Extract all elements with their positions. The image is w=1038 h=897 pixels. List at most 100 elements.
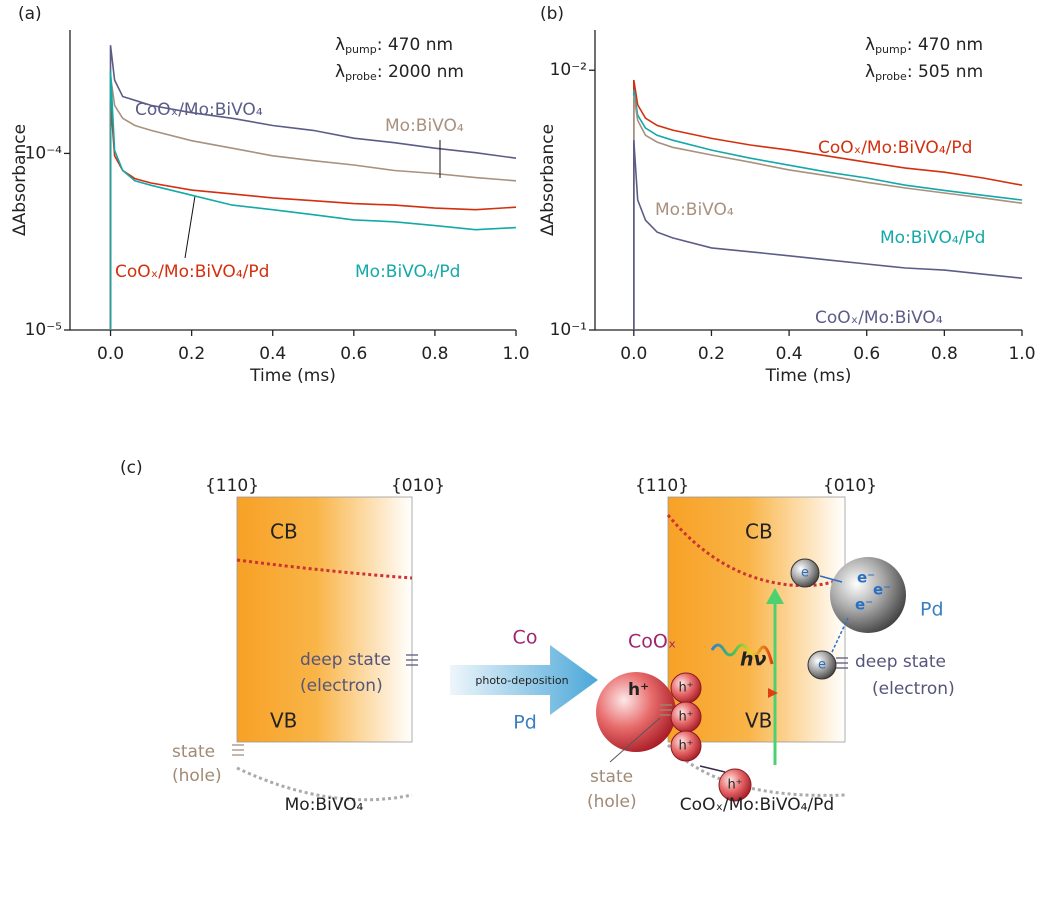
y-tick-label: 10⁻² <box>550 60 587 80</box>
state-label: (electron) <box>300 676 383 696</box>
caption: Mo:BiVO₄ <box>285 795 364 815</box>
diagram: (c) {110} {010} CB VB deep state (electr… <box>120 458 955 815</box>
series-line <box>109 75 517 330</box>
x-tick-label: 0.2 <box>178 344 205 364</box>
x-tick-label: 0.8 <box>421 344 448 364</box>
state-levels <box>660 704 672 716</box>
annotation-symbol: λ <box>865 35 875 55</box>
hole-label: h⁺ <box>727 778 742 793</box>
charts: (a) 0.0 0.2 0.4 0.6 0.8 1.0 10⁻⁴ 10⁻⁵ Time (ms) ΔA… <box>10 4 1036 386</box>
x-tick-label: 1.0 <box>1008 344 1035 364</box>
arrow-head <box>768 688 778 698</box>
x-axis-label: Time (ms) <box>249 366 336 386</box>
annotation-symbol: λ <box>335 35 345 55</box>
panel-label: (c) <box>120 458 143 478</box>
series-label: Mo:BiVO₄/Pd <box>880 228 985 248</box>
label-arrow <box>184 195 196 259</box>
x-tick-label: 0.4 <box>259 344 286 364</box>
cb-edge <box>666 514 846 587</box>
holes: h⁺ h⁺ h⁺ h⁺ <box>670 672 752 802</box>
series-line <box>632 89 1023 330</box>
electron-label: e⁻ <box>857 569 875 587</box>
state-levels <box>406 654 418 666</box>
annotation-text: : 2000 nm <box>377 62 464 82</box>
arrow-label: Co <box>513 627 538 649</box>
y-tick-label: 10⁻¹ <box>550 320 587 340</box>
arrow-label: Pd <box>513 712 537 734</box>
series-line <box>109 70 517 330</box>
series-label: Mo:BiVO₄/Pd <box>355 262 460 282</box>
electron-label: e⁻ <box>873 581 891 599</box>
caption: CoOₓ/Mo:BiVO₄/Pd <box>680 795 834 815</box>
hole-label: h⁺ <box>678 739 693 754</box>
x-axis-label: Time (ms) <box>765 366 852 386</box>
cb-edge <box>236 558 413 580</box>
annotation: λpump: 470 nm <box>335 35 453 56</box>
panel-label: (b) <box>540 4 564 24</box>
annotation-sub: probe <box>875 70 907 83</box>
state-label: state <box>590 767 633 787</box>
hole-label: h⁺ <box>678 681 693 696</box>
coox-particle <box>596 672 676 752</box>
x-tick-label: 0.4 <box>776 344 803 364</box>
metal-label: Pd <box>920 599 944 621</box>
facet-label: {110} <box>205 476 259 496</box>
process-arrow <box>450 645 598 715</box>
series-label: CoOₓ/Mo:BiVO₄/Pd <box>115 262 269 282</box>
band-label: CB <box>270 520 298 544</box>
state-levels <box>836 657 848 669</box>
transfer-arrow <box>819 575 843 583</box>
facet-label: {010} <box>391 476 445 496</box>
hole-label: h⁺ <box>628 680 649 700</box>
series-label: Mo:BiVO₄ <box>655 200 734 220</box>
x-tick-label: 0.0 <box>97 344 124 364</box>
electron-label: e <box>801 566 809 581</box>
hole <box>718 768 752 802</box>
x-tick-label: 1.0 <box>502 344 529 364</box>
annotation: λprobe: 2000 nm <box>335 62 464 83</box>
series-line <box>632 140 1023 330</box>
pd-particle <box>830 557 906 633</box>
series-line <box>632 79 1023 330</box>
annotation: λpump: 470 nm <box>865 35 983 56</box>
annotation-sub: pump <box>875 43 907 56</box>
state-label: deep state <box>300 650 391 670</box>
series-label: Mo:BiVO₄ <box>385 116 464 136</box>
annotation-text: : 470 nm <box>907 35 983 55</box>
annotation-sub: pump <box>345 43 377 56</box>
panel-label: (a) <box>18 4 42 24</box>
transfer-arrow <box>831 617 849 653</box>
hole <box>670 730 702 762</box>
hole-label: h⁺ <box>678 710 693 725</box>
x-tick-label: 0.2 <box>698 344 725 364</box>
electron-label: e⁻ <box>855 596 873 614</box>
annotation-text: : 505 nm <box>907 62 983 82</box>
series-label: CoOₓ/Mo:BiVO₄ <box>135 100 263 120</box>
x-tick-label: 0.6 <box>853 344 880 364</box>
x-tick-label: 0.6 <box>340 344 367 364</box>
state-label: (hole) <box>172 766 222 786</box>
annotation-symbol: λ <box>865 62 875 82</box>
electron <box>790 558 820 588</box>
slab <box>667 496 846 743</box>
band-label: CB <box>745 520 773 544</box>
slab <box>236 496 413 743</box>
band-label: VB <box>745 709 772 733</box>
cocatalyst-label: CoOₓ <box>628 631 676 653</box>
photon-label: hν <box>740 649 767 671</box>
y-tick-label: 10⁻⁴ <box>25 143 63 163</box>
annotation-sub: probe <box>345 70 377 83</box>
series-label: CoOₓ/Mo:BiVO₄ <box>815 308 943 328</box>
series-line <box>109 100 517 330</box>
transfer-arrow <box>699 765 726 773</box>
state-label: (electron) <box>872 679 955 699</box>
annotation-text: : 470 nm <box>377 35 453 55</box>
x-tick-label: 0.8 <box>931 344 958 364</box>
electron <box>807 650 837 680</box>
x-tick-label: 0.0 <box>620 344 647 364</box>
photon <box>710 643 774 665</box>
y-axis-label: ΔAbsorbance <box>538 124 558 236</box>
y-tick-label: 10⁻⁵ <box>25 320 62 340</box>
series-line <box>632 95 1023 330</box>
